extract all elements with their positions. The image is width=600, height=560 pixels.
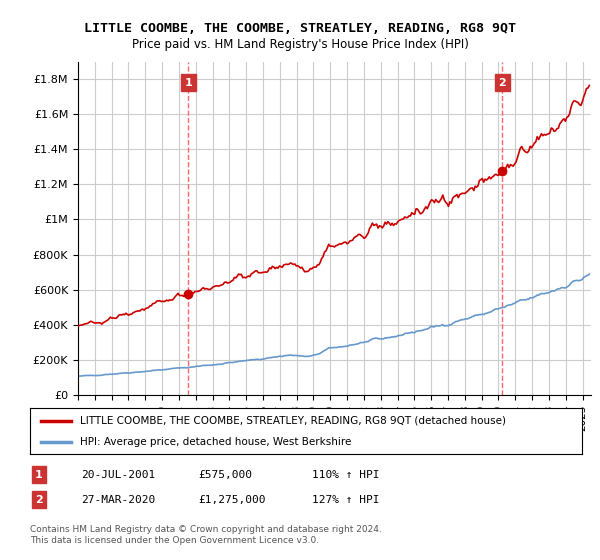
Text: £1,275,000: £1,275,000 bbox=[198, 494, 265, 505]
Text: This data is licensed under the Open Government Licence v3.0.: This data is licensed under the Open Gov… bbox=[30, 536, 319, 545]
Text: LITTLE COOMBE, THE COOMBE, STREATLEY, READING, RG8 9QT (detached house): LITTLE COOMBE, THE COOMBE, STREATLEY, RE… bbox=[80, 416, 506, 426]
Text: HPI: Average price, detached house, West Berkshire: HPI: Average price, detached house, West… bbox=[80, 437, 351, 447]
Text: 27-MAR-2020: 27-MAR-2020 bbox=[81, 494, 155, 505]
Text: 110% ↑ HPI: 110% ↑ HPI bbox=[312, 470, 380, 480]
Text: Price paid vs. HM Land Registry's House Price Index (HPI): Price paid vs. HM Land Registry's House … bbox=[131, 38, 469, 50]
Text: 2: 2 bbox=[35, 494, 43, 505]
Text: £575,000: £575,000 bbox=[198, 470, 252, 480]
Text: 1: 1 bbox=[35, 470, 43, 480]
Text: Contains HM Land Registry data © Crown copyright and database right 2024.: Contains HM Land Registry data © Crown c… bbox=[30, 525, 382, 534]
Text: LITTLE COOMBE, THE COOMBE, STREATLEY, READING, RG8 9QT: LITTLE COOMBE, THE COOMBE, STREATLEY, RE… bbox=[84, 22, 516, 35]
Text: 20-JUL-2001: 20-JUL-2001 bbox=[81, 470, 155, 480]
Text: 127% ↑ HPI: 127% ↑ HPI bbox=[312, 494, 380, 505]
Text: 1: 1 bbox=[184, 78, 192, 88]
Text: 2: 2 bbox=[499, 78, 506, 88]
